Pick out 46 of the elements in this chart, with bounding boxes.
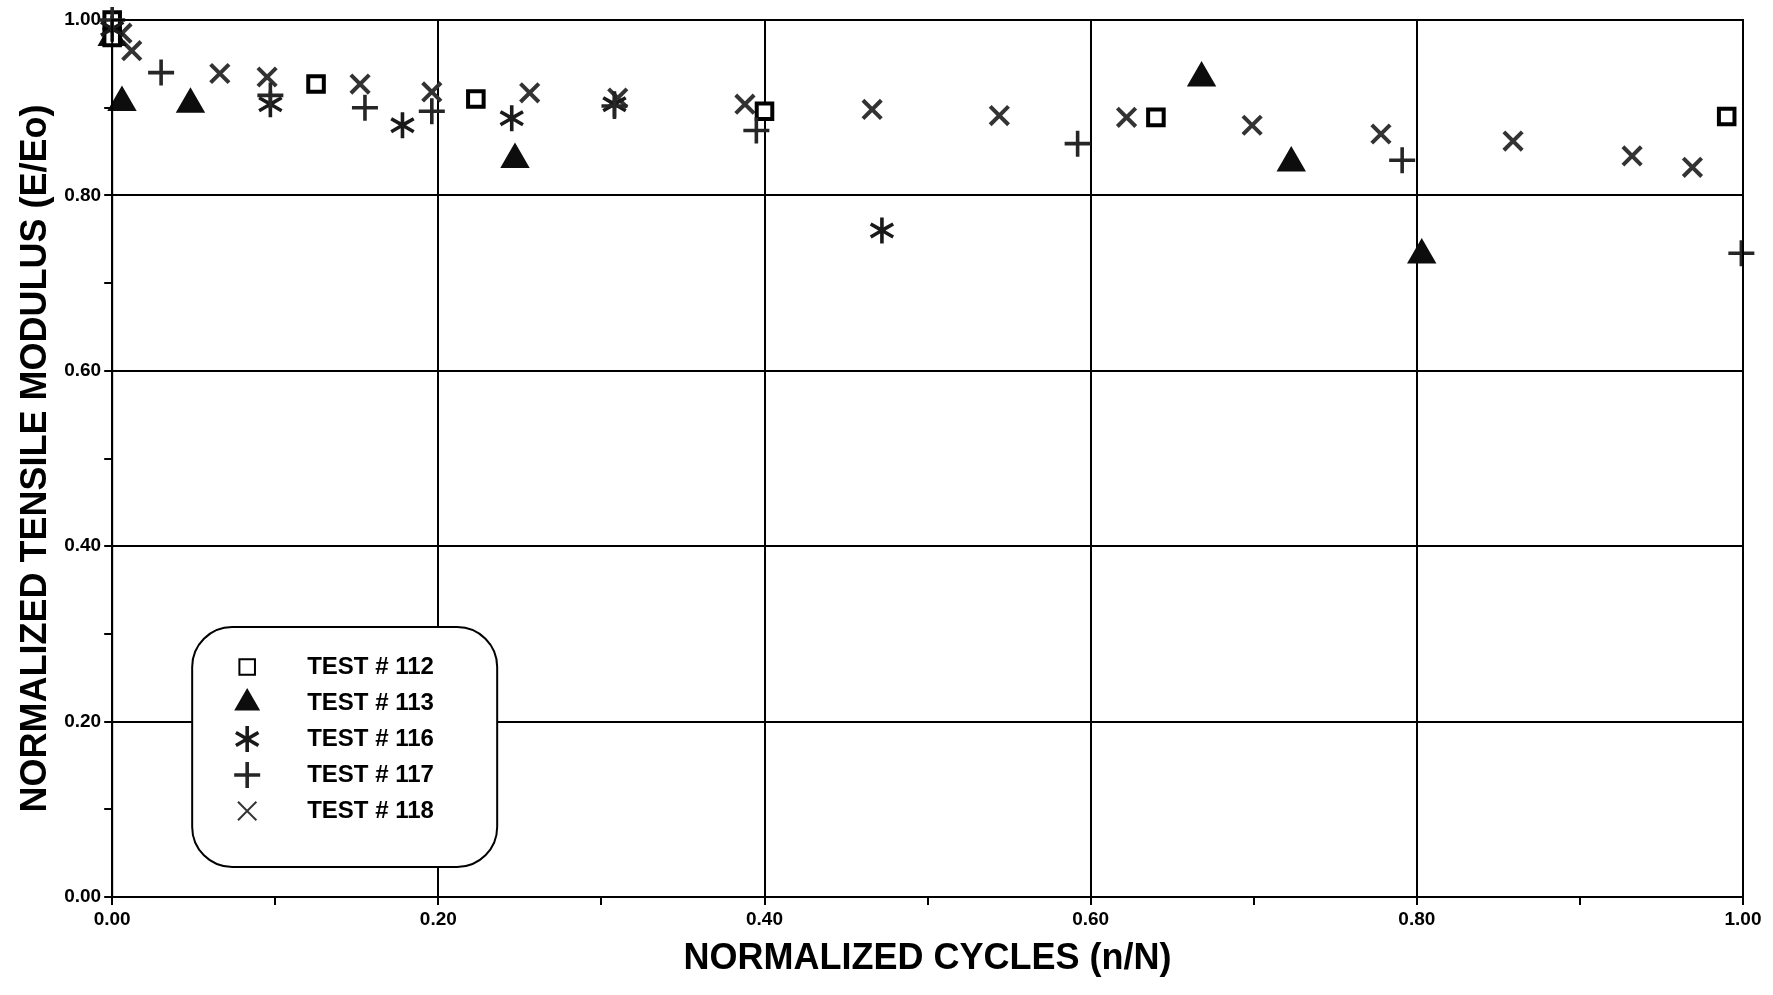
x-tick-label: 0.40 xyxy=(746,907,783,929)
point xyxy=(518,81,541,104)
point xyxy=(860,98,884,121)
y-tick-label: 1.00 xyxy=(64,8,102,30)
point xyxy=(988,104,1011,127)
point xyxy=(1620,144,1644,168)
point xyxy=(348,72,372,96)
point xyxy=(420,80,444,104)
legend-label: TEST # 118 xyxy=(307,795,434,823)
x-tick-label: 0.60 xyxy=(1072,907,1110,929)
point xyxy=(390,112,415,139)
point xyxy=(255,65,279,89)
y-tick-label: 0.20 xyxy=(64,709,102,731)
point xyxy=(351,94,378,121)
point xyxy=(1716,106,1737,127)
y-axis-title: NORMALIZED TENSILE MODULUS (E/Eo) xyxy=(12,104,54,813)
point xyxy=(1389,147,1416,174)
point xyxy=(1240,114,1264,137)
point xyxy=(418,98,445,125)
x-tick-label: 1.00 xyxy=(1724,907,1762,929)
point xyxy=(306,74,326,94)
legend-label: TEST # 116 xyxy=(307,723,434,751)
point xyxy=(208,62,232,85)
point xyxy=(754,101,775,121)
legend-label: TEST # 112 xyxy=(307,651,434,679)
legend-label: TEST # 117 xyxy=(307,759,434,787)
point xyxy=(733,93,757,116)
point xyxy=(499,105,524,132)
y-tick-label: 0.60 xyxy=(64,359,102,381)
point xyxy=(1501,129,1525,153)
x-axis-title: NORMALIZED CYCLES (n/N) xyxy=(683,936,1172,978)
x-tick-label: 0.80 xyxy=(1398,907,1436,929)
point xyxy=(148,59,175,86)
point xyxy=(869,217,895,244)
point xyxy=(120,39,143,62)
y-tick-label: 0.40 xyxy=(64,534,102,556)
legend-label: TEST # 113 xyxy=(307,687,434,715)
y-tick-label: 0.80 xyxy=(64,183,102,205)
point xyxy=(1146,107,1166,128)
x-tick-label: 0.20 xyxy=(419,907,457,929)
x-tick-label: 0.00 xyxy=(93,907,131,929)
point xyxy=(1681,156,1704,179)
y-tick-label: 0.00 xyxy=(64,885,102,907)
point xyxy=(1369,122,1393,146)
point xyxy=(1115,106,1138,129)
point xyxy=(466,89,486,109)
